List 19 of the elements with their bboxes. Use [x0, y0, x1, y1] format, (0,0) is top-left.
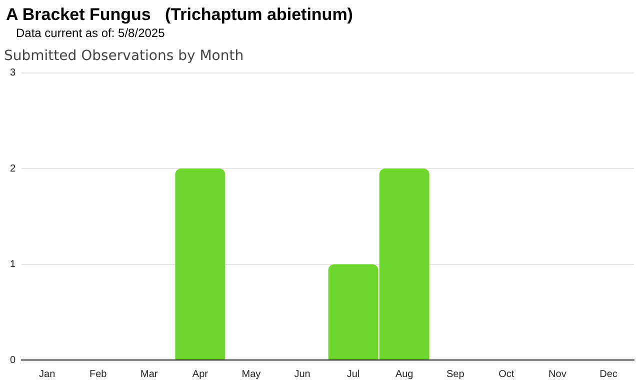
y-tick-label: 3 — [10, 68, 16, 79]
x-tick-label: Jul — [346, 368, 360, 380]
x-tick-label: Jun — [294, 368, 310, 380]
x-tick-label: Mar — [140, 368, 158, 380]
x-tick-label: May — [242, 368, 261, 380]
x-tick-label: Apr — [192, 368, 209, 380]
chart-title: A Bracket Fungus (Trichaptum abietinum) — [6, 5, 353, 25]
y-tick-label: 2 — [10, 163, 16, 174]
y-tick-label: 1 — [10, 259, 16, 270]
text: Submitted Observations by Month — [4, 48, 244, 64]
x-tick-label: Dec — [600, 368, 618, 380]
chart-subtitle: Data current as of: 5/8/2025 — [16, 26, 165, 40]
x-tick-label: Nov — [548, 368, 566, 380]
x-tick-label: Feb — [90, 368, 108, 380]
y-tick-label: 0 — [10, 354, 16, 366]
x-tick-label: Oct — [498, 368, 514, 380]
x-tick-label: Sep — [446, 368, 465, 380]
x-tick-label: Aug — [395, 368, 414, 380]
x-tick-label: Jan — [39, 368, 56, 380]
